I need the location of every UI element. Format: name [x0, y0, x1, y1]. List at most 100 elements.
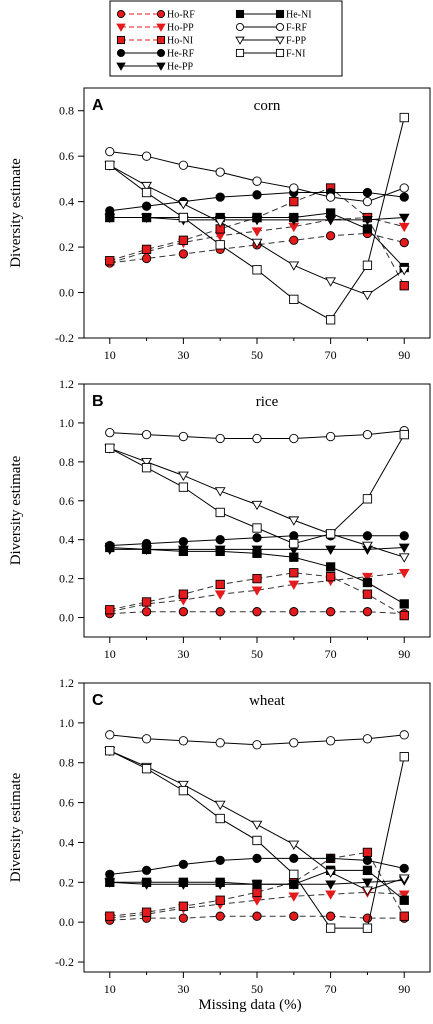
x-tick-label: 70 [325, 982, 337, 996]
data-point [105, 212, 115, 223]
legend-item-f-ni: F-NI [235, 48, 305, 60]
y-tick-label: 1.2 [59, 377, 74, 391]
x-tick-label: 90 [398, 647, 410, 661]
data-point [325, 607, 336, 617]
data-point [252, 879, 262, 889]
series-he-rf [105, 853, 409, 879]
data-point [178, 859, 189, 870]
data-point [252, 835, 262, 846]
data-point [289, 879, 299, 889]
data-point [362, 216, 373, 226]
legend-label: F-PP [286, 36, 306, 47]
y-tick-label: 0.2 [59, 240, 74, 254]
data-point [105, 877, 115, 887]
legend-item-ho-ni: Ho-NI [116, 36, 193, 47]
data-point [289, 433, 299, 444]
data-point [325, 890, 337, 900]
data-point [362, 607, 373, 617]
chart-panels: -0.2 0.0 0.2 0.4 0.6 0.8 10 30 50 70 90 A corn Divers… [8, 87, 431, 996]
legend-label: F-RF [286, 23, 308, 34]
data-point [215, 855, 225, 866]
data-point [362, 260, 373, 270]
data-point [105, 605, 115, 615]
data-point [325, 911, 336, 921]
data-point [215, 546, 225, 557]
data-point [141, 201, 152, 211]
data-point [288, 840, 300, 850]
data-point [362, 589, 373, 599]
legend-marker-triangle-down [116, 23, 126, 32]
legend-marker-square [235, 48, 245, 58]
data-point [325, 562, 336, 572]
data-point [178, 160, 189, 170]
data-point [215, 877, 225, 887]
data-point [178, 589, 189, 599]
data-point [178, 482, 189, 492]
y-tick-label: 0.8 [59, 756, 74, 770]
legend-marker-circle [116, 9, 126, 19]
data-point [252, 607, 262, 617]
legend-label: Ho-PP [167, 23, 194, 34]
data-point [362, 224, 373, 234]
panel-letter: A [92, 97, 104, 114]
data-point [105, 443, 115, 453]
data-point [214, 487, 226, 497]
data-point [252, 853, 262, 864]
series-f-pp [104, 444, 410, 563]
data-point [362, 923, 373, 933]
data-point [252, 911, 262, 921]
data-point [399, 863, 409, 874]
data-point [105, 146, 115, 157]
legend-marker-square [275, 48, 285, 58]
data-point [289, 294, 299, 305]
data-point [141, 181, 152, 192]
data-point [398, 890, 410, 900]
data-point [252, 533, 262, 543]
data-point [325, 192, 336, 202]
data-point [215, 192, 225, 202]
data-point [325, 868, 337, 878]
data-point [289, 552, 299, 562]
data-point [141, 244, 152, 255]
data-point [141, 734, 152, 744]
data-point [289, 911, 299, 921]
data-point [399, 599, 409, 609]
x-tick-label: 90 [398, 348, 410, 362]
data-point [398, 553, 410, 563]
legend-marker-circle [235, 22, 245, 32]
data-point [289, 212, 299, 223]
data-point [325, 736, 336, 746]
data-point [288, 261, 300, 271]
legend-item-f-rf: F-RF [235, 22, 308, 34]
legend-item-he-ni: He-NI [235, 10, 312, 21]
data-point [325, 529, 336, 539]
series-ho-ni [105, 568, 409, 621]
y-tick-label: 0.8 [59, 455, 74, 469]
data-point [362, 577, 373, 588]
data-point [325, 277, 337, 287]
data-point [399, 429, 409, 440]
data-point [252, 190, 262, 200]
data-point [141, 865, 152, 876]
y-tick-label: 0.0 [59, 286, 74, 300]
data-point [215, 240, 225, 250]
series-f-ni [105, 746, 409, 933]
data-point [289, 853, 299, 864]
series-he-ni [105, 542, 409, 609]
series-f-ni [105, 429, 409, 549]
legend-marker-triangle-down [235, 36, 245, 45]
data-point [362, 572, 373, 583]
data-point [288, 516, 300, 526]
y-tick-label: 1.0 [59, 416, 74, 430]
data-point [251, 238, 263, 249]
legend-label: He-NI [286, 10, 312, 21]
data-point [325, 572, 336, 582]
series-f-rf [105, 146, 409, 207]
data-point [398, 213, 410, 224]
y-tick-label: -0.2 [55, 955, 74, 969]
data-point [289, 869, 299, 879]
data-point [105, 911, 115, 921]
y-tick-label: 0.0 [59, 611, 74, 625]
data-point [215, 167, 225, 177]
panel-title: rice [256, 394, 279, 410]
